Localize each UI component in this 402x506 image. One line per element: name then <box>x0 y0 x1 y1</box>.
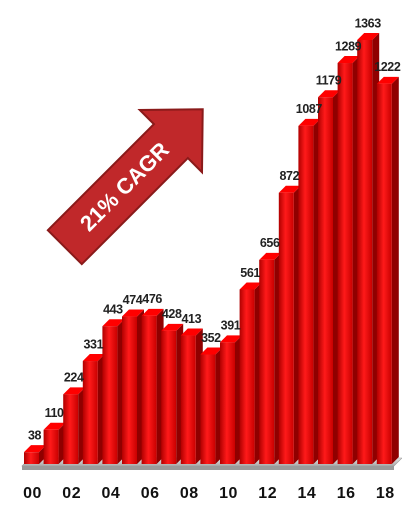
bar-top <box>141 308 164 316</box>
bar <box>376 76 399 465</box>
bar-top <box>259 252 282 260</box>
bar-top <box>239 282 262 290</box>
bars <box>24 33 399 465</box>
bar-front <box>180 335 196 464</box>
bar-top <box>102 319 125 327</box>
x-tick-label: 12 <box>258 485 277 502</box>
value-label: 413 <box>181 312 201 326</box>
value-label: 1179 <box>316 74 342 88</box>
bar <box>180 328 203 464</box>
bar-top <box>24 445 46 453</box>
bar-front <box>298 125 314 464</box>
bar-front <box>318 97 333 465</box>
bar-front <box>82 361 98 464</box>
value-label: 38 <box>28 428 42 442</box>
bar-top <box>337 56 360 64</box>
bar-front <box>337 63 353 465</box>
value-label: 476 <box>142 292 162 306</box>
value-label: 1363 <box>355 16 382 30</box>
bar-top <box>220 335 242 343</box>
bar <box>357 33 380 464</box>
bar-top <box>278 185 301 193</box>
bar-top <box>161 323 184 331</box>
bar-top <box>318 90 340 98</box>
bar-top <box>122 309 144 317</box>
bar-front <box>122 316 137 464</box>
value-label: 110 <box>45 406 64 420</box>
bar <box>200 347 223 464</box>
x-tick-label: 02 <box>62 485 81 502</box>
x-tick-label: 14 <box>298 485 317 502</box>
bar-top <box>200 347 223 355</box>
value-label: 656 <box>260 236 280 250</box>
x-tick-label: 08 <box>180 485 199 502</box>
value-label: 1087 <box>296 102 323 116</box>
bar-front <box>200 354 216 464</box>
bar-top <box>298 118 321 126</box>
bar-top <box>357 33 380 40</box>
bar-top <box>82 354 105 362</box>
value-label: 1222 <box>374 60 401 74</box>
value-label: 428 <box>162 307 182 321</box>
bar-front <box>43 429 59 464</box>
bar <box>161 323 184 464</box>
bar <box>337 56 360 465</box>
bar <box>318 90 340 465</box>
value-label: 352 <box>201 331 221 345</box>
cagr-arrow: 21% CAGR <box>46 108 204 266</box>
bar <box>82 354 105 464</box>
bar <box>43 422 66 464</box>
bar-front <box>220 342 235 464</box>
bar <box>220 335 242 464</box>
bar <box>63 387 86 464</box>
bar <box>122 309 144 464</box>
bar-front <box>357 40 373 464</box>
x-tick-label: 16 <box>337 485 356 502</box>
bar-top <box>43 422 66 430</box>
bar-front <box>161 330 177 464</box>
bar-top <box>376 76 399 84</box>
value-label: 331 <box>83 337 103 351</box>
bar-front <box>259 259 275 464</box>
bar <box>102 319 125 464</box>
value-label: 872 <box>279 169 299 183</box>
bar-front <box>24 452 39 464</box>
value-label: 443 <box>103 302 123 316</box>
value-label: 561 <box>240 266 260 280</box>
x-tick-label: 04 <box>102 485 121 502</box>
x-tick-label: 18 <box>376 485 395 502</box>
value-label: 224 <box>64 371 84 385</box>
bar-top <box>180 328 203 336</box>
bar-front <box>278 192 294 464</box>
bar <box>141 308 164 464</box>
bar <box>278 185 301 464</box>
bar <box>298 118 321 464</box>
value-label: 474 <box>123 293 143 307</box>
bar-front <box>63 394 79 464</box>
bar-front <box>141 315 157 464</box>
x-tick-label: 00 <box>23 485 42 502</box>
value-label: 1289 <box>335 39 362 53</box>
bar-side <box>391 76 399 465</box>
bar-front <box>239 289 255 464</box>
value-label: 391 <box>221 319 241 333</box>
x-tick-label: 06 <box>141 485 160 502</box>
bar-front <box>376 83 392 465</box>
x-tick-label: 10 <box>219 485 238 502</box>
bar <box>239 282 262 464</box>
bar <box>259 252 282 464</box>
bar-top <box>63 387 86 395</box>
bar-front <box>102 326 118 464</box>
